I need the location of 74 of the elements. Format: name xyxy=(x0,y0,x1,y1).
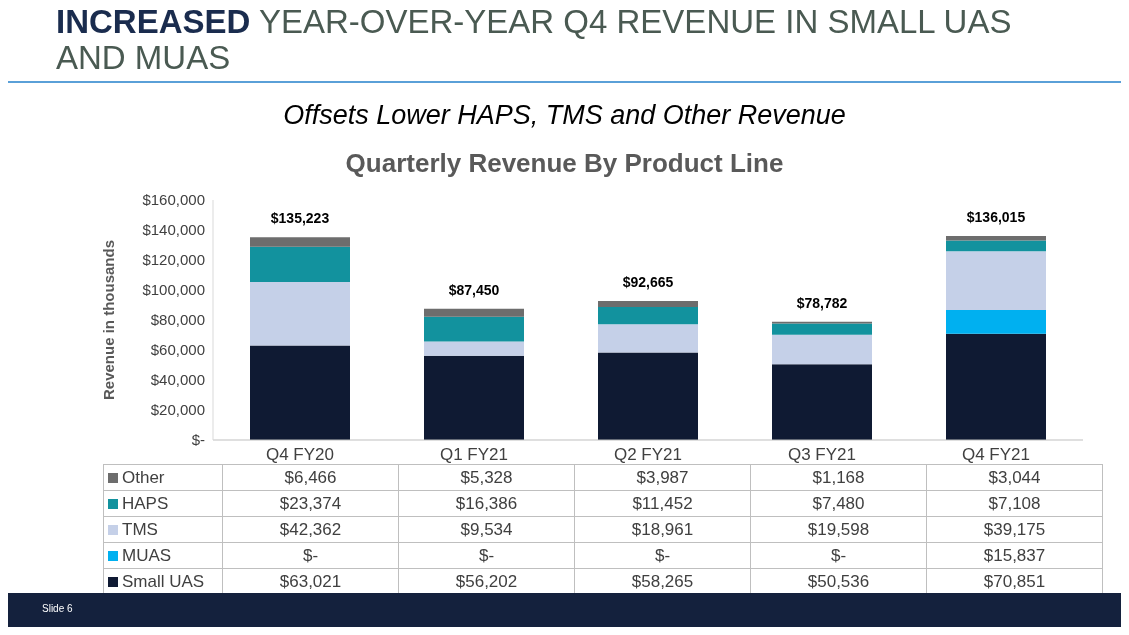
bar xyxy=(424,316,524,342)
text: Slide 6 xyxy=(42,603,73,614)
x-tick-label: Q1 FY21 xyxy=(439,445,509,465)
data-label: $42,362 xyxy=(222,516,399,543)
data-label: $- xyxy=(398,542,575,569)
data-label: $19,598 xyxy=(750,516,927,543)
bar xyxy=(424,308,524,317)
data-label: $9,534 xyxy=(398,516,575,543)
bar xyxy=(946,235,1046,241)
y-tick-label: $40,000 xyxy=(150,371,205,389)
y-tick-label: $- xyxy=(191,431,205,449)
bar xyxy=(946,309,1046,334)
chart-title: INCREASED YEAR-OVER-YEAR Q4 REVENUE IN SMALL UAS AND MUAS xyxy=(56,7,1012,76)
data-label: $58,265 xyxy=(574,568,751,595)
data-label: $50,536 xyxy=(750,568,927,595)
y-axis-title: Revenue in thousands xyxy=(100,239,118,401)
bar xyxy=(598,306,698,325)
bar xyxy=(946,333,1046,440)
bar xyxy=(772,334,872,365)
y-tick-label: $140,000 xyxy=(142,221,205,239)
y-tick-label: $100,000 xyxy=(142,281,205,299)
data-label: $39,175 xyxy=(926,516,1103,543)
bar xyxy=(598,324,698,353)
bar xyxy=(250,237,350,247)
data-label: $3,044 xyxy=(926,464,1103,491)
y-tick-label: $160,000 xyxy=(142,191,205,209)
data-label: $16,386 xyxy=(398,490,575,517)
bar xyxy=(598,301,698,307)
data-label: $- xyxy=(750,542,927,569)
data-label: $15,837 xyxy=(926,542,1103,569)
chart-subtitle: Offsets Lower HAPS, TMS and Other Revenue xyxy=(282,100,847,131)
bar xyxy=(598,352,698,440)
y-tick-label: $80,000 xyxy=(150,311,205,329)
total-label: $92,665 xyxy=(622,274,674,290)
bar xyxy=(250,246,350,282)
bar xyxy=(250,281,350,346)
data-label: $5,328 xyxy=(398,464,575,491)
data-label: $56,202 xyxy=(398,568,575,595)
data-label: $6,466 xyxy=(222,464,399,491)
total-label: $135,223 xyxy=(270,210,330,227)
legend-label: HAPS xyxy=(103,490,223,517)
x-tick-label: Q4 FY21 xyxy=(961,445,1031,465)
legend-label: Small UAS xyxy=(103,568,223,595)
bar xyxy=(772,323,872,335)
data-label: $23,374 xyxy=(222,490,399,517)
data-label: $7,108 xyxy=(926,490,1103,517)
bar xyxy=(424,355,524,440)
data-label: $63,021 xyxy=(222,568,399,595)
data-label: $7,480 xyxy=(750,490,927,517)
y-tick-label: $120,000 xyxy=(142,251,205,269)
x-tick-label: Q2 FY21 xyxy=(613,445,683,465)
data-label: $1,168 xyxy=(750,464,927,491)
bar xyxy=(772,364,872,440)
x-tick-label: Q3 FY21 xyxy=(787,445,857,465)
total-label: $136,015 xyxy=(966,208,1026,225)
data-label: $18,961 xyxy=(574,516,751,543)
data-label: $- xyxy=(574,542,751,569)
data-label: $70,851 xyxy=(926,568,1103,595)
text: Quarterly Revenue By Product Line xyxy=(344,148,785,179)
y-tick-label: $60,000 xyxy=(150,341,205,359)
x-tick-label: Q4 FY20 xyxy=(265,445,335,465)
total-label: $78,782 xyxy=(796,294,848,311)
legend-label: Other xyxy=(103,464,223,491)
bar xyxy=(424,341,524,356)
bar xyxy=(946,240,1046,252)
bar xyxy=(946,251,1046,310)
data-label: $- xyxy=(222,542,399,569)
data-label: $3,987 xyxy=(574,464,751,491)
bar xyxy=(250,345,350,440)
legend-label: MUAS xyxy=(103,542,223,569)
y-tick-label: $20,000 xyxy=(150,401,205,419)
legend-label: TMS xyxy=(103,516,223,543)
data-label: $11,452 xyxy=(574,490,751,517)
total-label: $87,450 xyxy=(448,281,500,298)
